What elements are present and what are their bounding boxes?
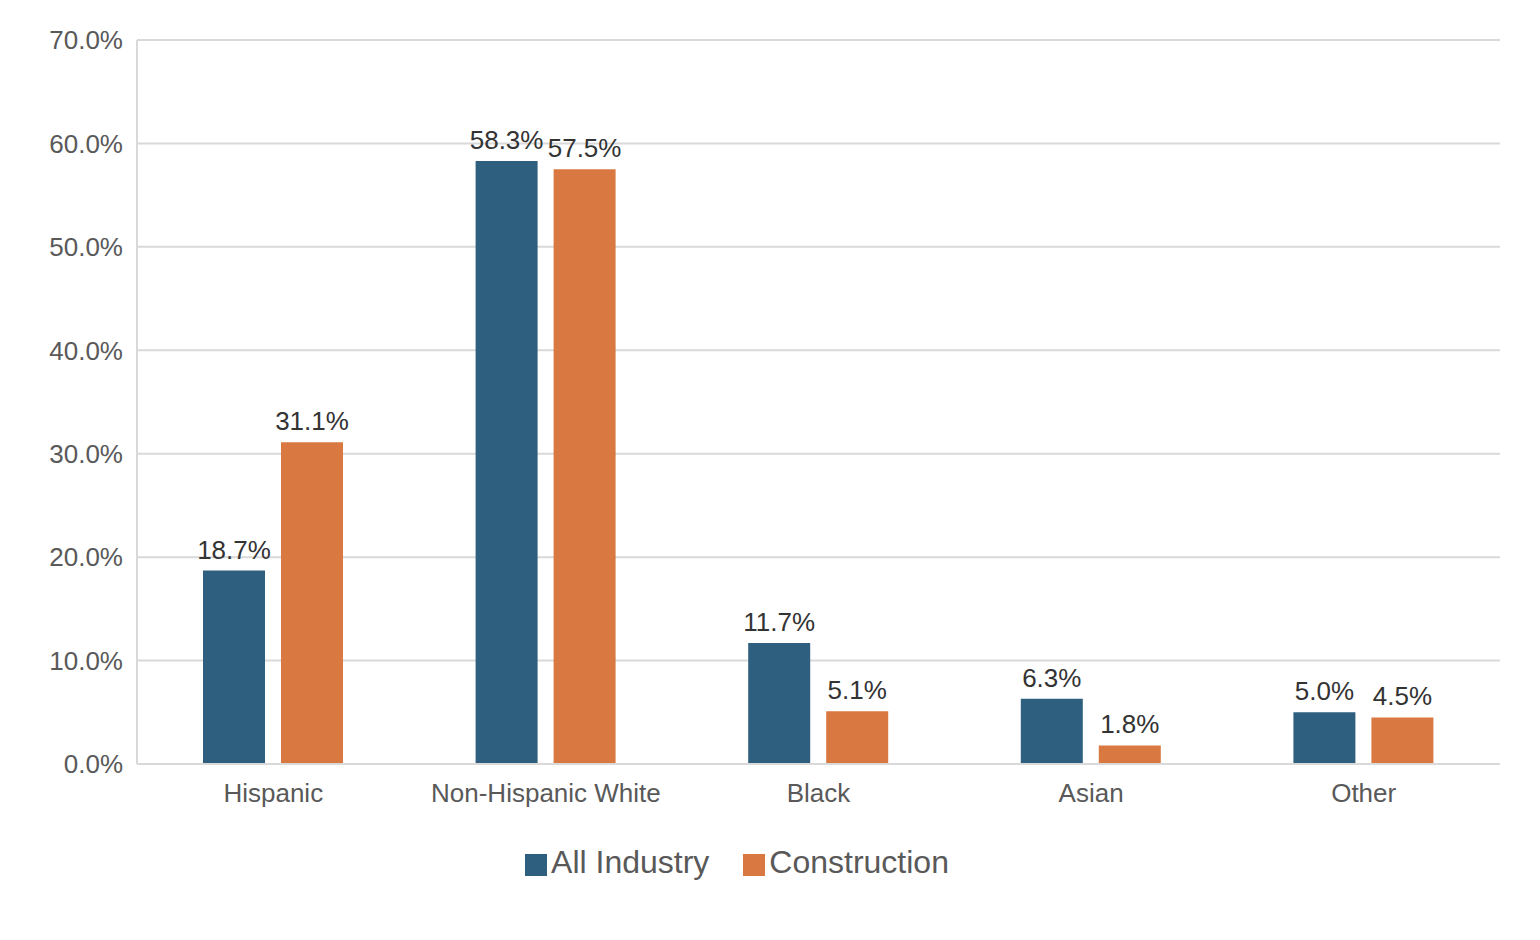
svg-text:1.8%: 1.8% [1100, 709, 1159, 739]
svg-text:6.3%: 6.3% [1022, 663, 1081, 693]
svg-text:58.3%: 58.3% [470, 125, 544, 155]
svg-text:10.0%: 10.0% [49, 646, 123, 676]
svg-text:Hispanic: Hispanic [223, 778, 323, 808]
svg-text:60.0%: 60.0% [49, 129, 123, 159]
svg-text:70.0%: 70.0% [49, 25, 123, 55]
svg-text:31.1%: 31.1% [275, 406, 349, 436]
svg-text:18.7%: 18.7% [197, 535, 271, 565]
svg-text:Non-Hispanic White: Non-Hispanic White [431, 778, 661, 808]
svg-text:Black: Black [787, 778, 852, 808]
svg-text:30.0%: 30.0% [49, 439, 123, 469]
svg-text:Asian: Asian [1059, 778, 1124, 808]
svg-text:Other: Other [1331, 778, 1396, 808]
svg-text:57.5%: 57.5% [548, 133, 622, 163]
svg-text:40.0%: 40.0% [49, 336, 123, 366]
html-text:All Industry: All Industry [551, 844, 710, 880]
svg-text:5.0%: 5.0% [1295, 676, 1354, 706]
svg-text:5.1%: 5.1% [828, 675, 887, 705]
svg-text:50.0%: 50.0% [49, 232, 123, 262]
html-text:Construction: Construction [769, 844, 949, 880]
svg-text:0.0%: 0.0% [64, 749, 123, 779]
svg-text:4.5%: 4.5% [1373, 681, 1432, 711]
svg-text:20.0%: 20.0% [49, 542, 123, 572]
svg-text:11.7%: 11.7% [743, 607, 815, 637]
